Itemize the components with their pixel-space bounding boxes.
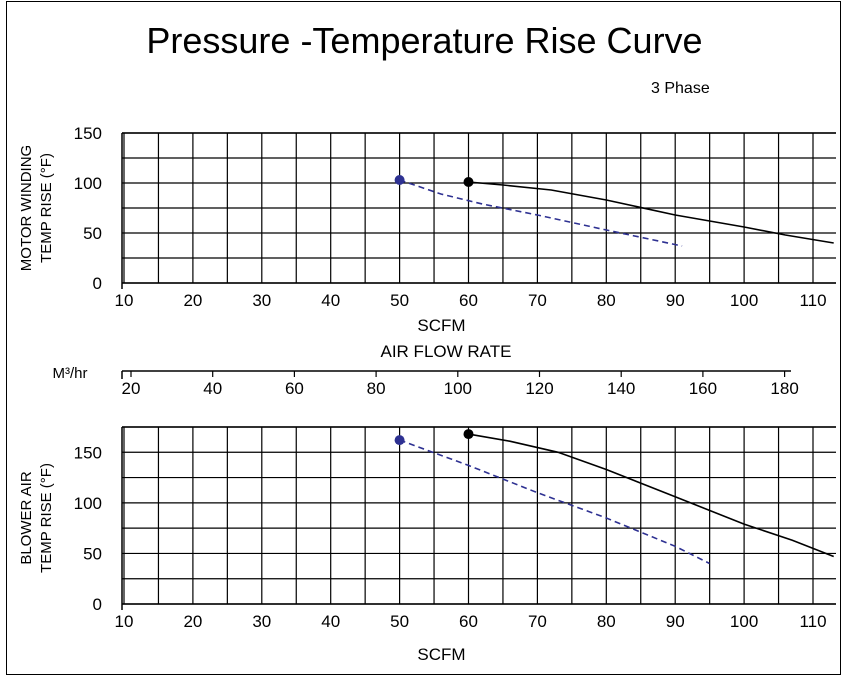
blower-series-black-solid-line: [468, 433, 834, 558]
motor-series-black-solid-line: [468, 181, 834, 244]
motor-x-tick-label: 30: [252, 291, 271, 310]
motor-x-tick-label: 90: [666, 291, 685, 310]
motor-y-axis-label: TEMP RISE (°F): [38, 153, 55, 263]
chart-subtitle: 3 Phase: [651, 80, 710, 97]
motor-x-tick-label: 50: [390, 291, 409, 310]
blower-x-tick-label: 100: [730, 612, 758, 631]
blower-series-blue-dashed-line: [399, 439, 710, 565]
motor-y-axis-label: MOTOR WINDING: [18, 145, 35, 271]
motor-x-tick-label: 80: [597, 291, 616, 310]
airflow-axis-title: AIR FLOW RATE: [381, 342, 512, 361]
blower-x-tick-label: 60: [459, 612, 478, 631]
blower-plot: [121, 426, 836, 610]
motor-x-tick-label: 60: [459, 291, 478, 310]
motor-y-tick-label: 100: [74, 174, 102, 193]
motor-y-tick-label: 150: [74, 124, 102, 143]
motor-y-tick-label: 50: [83, 224, 102, 243]
motor-series-blue-dashed-line: [399, 179, 683, 247]
airflow-tick-label: 120: [525, 379, 553, 398]
blower-x-axis-label: SCFM: [417, 645, 465, 664]
motor-x-tick-label: 10: [115, 291, 134, 310]
airflow-tick-label: 140: [607, 379, 635, 398]
blower-series-start-marker: [394, 435, 405, 446]
blower-x-tick-label: 30: [252, 612, 271, 631]
blower-x-tick-label: 20: [183, 612, 202, 631]
airflow-unit-label: M³/hr: [53, 365, 88, 382]
figure-frame: [6, 1, 841, 675]
blower-x-tick-label: 50: [390, 612, 409, 631]
blower-series-start-marker: [463, 429, 474, 440]
motor-plot: [121, 132, 836, 289]
blower-x-tick-label: 110: [799, 612, 826, 631]
airflow-tick-label: 60: [285, 379, 304, 398]
motor-y-tick-label: 0: [93, 274, 102, 293]
airflow-tick-label: 180: [770, 379, 798, 398]
motor-x-tick-label: 110: [799, 291, 826, 310]
blower-y-tick-label: 50: [83, 544, 102, 563]
blower-x-tick-label: 90: [666, 612, 685, 631]
motor-x-tick-label: 20: [183, 291, 202, 310]
motor-x-axis-label: SCFM: [417, 316, 465, 335]
blower-x-tick-label: 70: [528, 612, 547, 631]
airflow-tick-label: 160: [689, 379, 717, 398]
blower-y-tick-label: 100: [74, 494, 102, 513]
motor-x-tick-label: 40: [321, 291, 340, 310]
blower-x-tick-label: 40: [321, 612, 340, 631]
motor-series-start-marker: [394, 175, 405, 185]
blower-x-tick-label: 80: [597, 612, 616, 631]
blower-y-axis-label: BLOWER AIR: [18, 471, 35, 565]
blower-y-tick-label: 0: [93, 595, 102, 614]
motor-x-tick-label: 100: [730, 291, 758, 310]
airflow-tick-label: 40: [203, 379, 222, 398]
blower-y-tick-label: 150: [74, 443, 102, 462]
blower-x-tick-label: 10: [115, 612, 134, 631]
blower-y-axis-label: TEMP RISE (°F): [38, 463, 55, 573]
chart-title: Pressure -Temperature Rise Curve: [146, 20, 703, 61]
airflow-tick-label: 80: [367, 379, 386, 398]
motor-x-tick-label: 70: [528, 291, 547, 310]
airflow-axis: [121, 370, 791, 379]
motor-series-start-marker: [463, 177, 474, 187]
airflow-tick-label: 20: [122, 379, 141, 398]
airflow-tick-label: 100: [444, 379, 472, 398]
